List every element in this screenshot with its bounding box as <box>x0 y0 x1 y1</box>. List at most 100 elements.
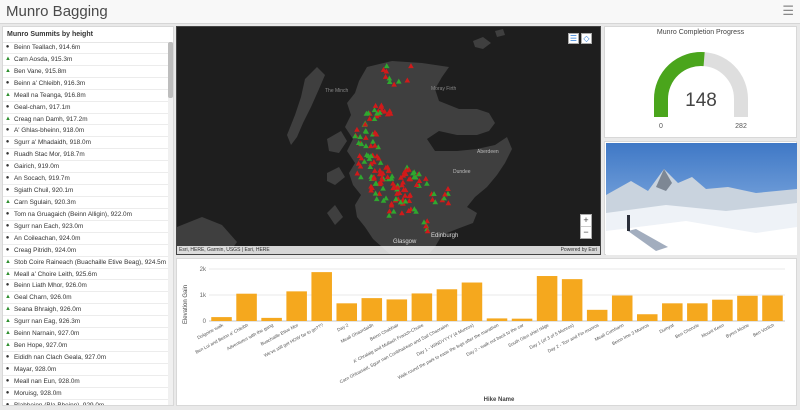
munro-marker-not-completed[interactable] <box>355 160 362 166</box>
munro-marker-not-completed[interactable] <box>375 155 382 161</box>
munro-marker-not-completed[interactable] <box>354 126 360 132</box>
munro-marker-completed[interactable] <box>416 171 422 177</box>
munro-marker-completed[interactable] <box>395 78 402 84</box>
munro-marker-not-completed[interactable] <box>422 175 429 181</box>
munro-marker-not-completed[interactable] <box>368 143 374 149</box>
chart-bar[interactable] <box>236 293 257 321</box>
list-item[interactable]: ▲ Geal Charn, 926.0m <box>3 292 168 305</box>
munro-marker-not-completed[interactable] <box>416 177 423 183</box>
layers-icon[interactable]: ◇ <box>581 33 592 44</box>
list-item[interactable]: ● Mayar, 928.0m <box>3 364 168 376</box>
munro-marker-not-completed[interactable] <box>378 179 384 185</box>
munro-marker-not-completed[interactable] <box>402 170 409 176</box>
munro-marker-not-completed[interactable] <box>408 63 414 69</box>
munro-marker-not-completed[interactable] <box>382 73 389 79</box>
list-scrollbar[interactable] <box>168 42 173 405</box>
munro-marker-completed[interactable] <box>372 190 379 196</box>
munro-marker-not-completed[interactable] <box>363 134 369 140</box>
munro-marker-completed[interactable] <box>363 143 369 149</box>
munro-marker-not-completed[interactable] <box>372 142 378 148</box>
munro-marker-completed[interactable] <box>424 180 430 186</box>
map-view[interactable]: The Minch Moray Firth Aberdeen Dundee Gl… <box>177 27 601 255</box>
mountain-photo[interactable] <box>606 143 797 255</box>
munro-markers[interactable] <box>352 63 452 234</box>
list-item[interactable]: ● Beinn Teallach, 914.6m <box>3 42 168 54</box>
munro-marker-not-completed[interactable] <box>442 191 448 197</box>
munro-marker-not-completed[interactable] <box>380 66 387 72</box>
munro-marker-not-completed[interactable] <box>406 197 413 203</box>
munro-marker-completed[interactable] <box>371 116 378 122</box>
munro-marker-not-completed[interactable] <box>404 77 411 83</box>
munro-marker-not-completed[interactable] <box>381 108 388 114</box>
munro-marker-not-completed[interactable] <box>399 182 405 188</box>
munro-marker-not-completed[interactable] <box>368 187 374 193</box>
munro-marker-not-completed[interactable] <box>424 218 430 224</box>
munro-marker-not-completed[interactable] <box>423 223 429 229</box>
chart-bar[interactable] <box>737 295 758 321</box>
chart-bar[interactable] <box>662 303 683 321</box>
munro-marker-not-completed[interactable] <box>400 196 406 202</box>
zoom-out-button[interactable]: − <box>581 226 591 238</box>
munro-marker-not-completed[interactable] <box>406 176 412 182</box>
munro-marker-not-completed[interactable] <box>362 121 369 127</box>
chart-bar[interactable] <box>762 295 783 321</box>
chart-bar[interactable] <box>211 317 232 321</box>
munro-marker-not-completed[interactable] <box>376 190 383 196</box>
munro-marker-not-completed[interactable] <box>376 171 383 177</box>
munro-marker-not-completed[interactable] <box>377 167 383 173</box>
munro-marker-completed[interactable] <box>397 199 404 205</box>
munro-marker-not-completed[interactable] <box>354 170 361 176</box>
list-item[interactable]: ▲ Ben Vane, 915.8m <box>3 66 168 78</box>
munro-marker-completed[interactable] <box>377 159 384 165</box>
munro-marker-completed[interactable] <box>431 190 437 196</box>
list-item[interactable]: ● Beinn Liath Mhor, 926.0m <box>3 280 168 293</box>
munro-marker-completed[interactable] <box>432 199 439 205</box>
list-item[interactable]: ● Beinn a' Chleibh, 916.3m <box>3 78 168 90</box>
munro-marker-completed[interactable] <box>383 195 389 201</box>
list-item[interactable]: ●Blabheinn (Bla Bheinn), 929.0m <box>3 400 168 405</box>
list-scrollbar-thumb[interactable] <box>168 42 173 98</box>
munro-marker-completed[interactable] <box>380 197 387 203</box>
summit-list[interactable]: ● Beinn Teallach, 914.6m ▲ Carn Aosda, 915.… <box>3 42 168 405</box>
munro-marker-not-completed[interactable] <box>388 202 395 208</box>
munro-marker-completed[interactable] <box>361 158 368 164</box>
list-item[interactable]: ● Eididh nan Clach Geala, 927.0m <box>3 352 168 364</box>
munro-marker-not-completed[interactable] <box>402 192 408 198</box>
list-item[interactable]: ▲ Meall na Teanga, 916.8m <box>3 90 168 102</box>
list-item[interactable]: ● Tom na Gruagaich (Beinn Alligin), 922.0… <box>3 209 168 221</box>
chart-bar[interactable] <box>436 289 458 321</box>
munro-marker-completed[interactable] <box>370 138 376 144</box>
munro-marker-not-completed[interactable] <box>384 174 391 180</box>
list-item[interactable]: ● Geal-charn, 917.1m <box>3 102 168 114</box>
list-item[interactable]: ● A' Ghlas-bheinn, 918.0m <box>3 125 168 138</box>
list-item[interactable]: ▲ Creag nan Damh, 917.2m <box>3 114 168 126</box>
munro-marker-not-completed[interactable] <box>366 115 373 121</box>
chart-bar[interactable] <box>611 295 633 321</box>
munro-marker-not-completed[interactable] <box>368 183 374 189</box>
list-item[interactable]: ▲ Sgurr nan Eag, 926.3m <box>3 316 168 329</box>
list-item[interactable]: ● Gairich, 919.0m <box>3 161 168 174</box>
legend-icon[interactable]: ☰ <box>568 33 579 44</box>
munro-marker-completed[interactable] <box>366 155 373 161</box>
munro-marker-not-completed[interactable] <box>384 111 391 117</box>
munro-marker-not-completed[interactable] <box>413 181 420 187</box>
chart-bar[interactable] <box>586 309 608 321</box>
chart-bar[interactable] <box>386 299 408 321</box>
list-item[interactable]: ● Sgurr nan Each, 923.0m <box>3 221 168 233</box>
munro-marker-not-completed[interactable] <box>399 210 405 216</box>
munro-marker-not-completed[interactable] <box>383 68 390 74</box>
munro-marker-not-completed[interactable] <box>445 200 452 206</box>
munro-marker-completed[interactable] <box>386 212 392 218</box>
munro-marker-completed[interactable] <box>411 206 418 212</box>
munro-marker-not-completed[interactable] <box>356 152 363 158</box>
munro-marker-not-completed[interactable] <box>386 208 393 214</box>
munro-marker-completed[interactable] <box>355 139 362 145</box>
munro-marker-not-completed[interactable] <box>403 167 410 173</box>
chart-bar[interactable] <box>511 318 533 321</box>
munro-marker-not-completed[interactable] <box>391 183 398 189</box>
chart-bar[interactable] <box>261 317 282 321</box>
zoom-in-button[interactable]: + <box>583 215 589 225</box>
list-item[interactable]: ● An Socach, 919.7m <box>3 173 168 186</box>
munro-marker-not-completed[interactable] <box>384 164 391 170</box>
chart-bar[interactable] <box>712 299 733 321</box>
